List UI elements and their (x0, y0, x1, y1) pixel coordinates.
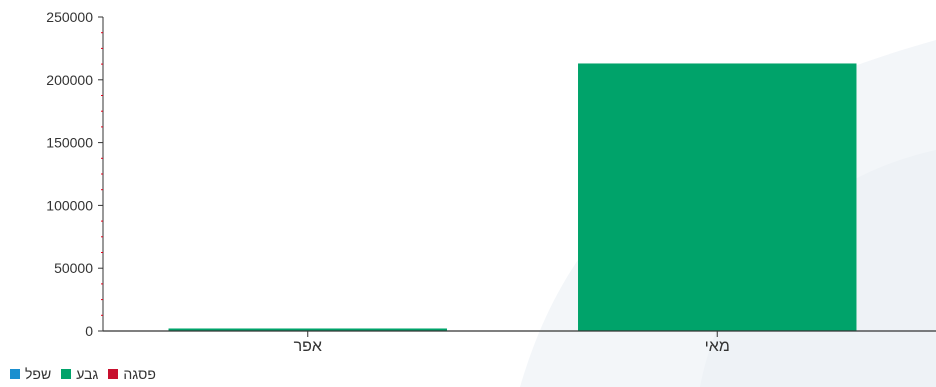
legend-label: גבע (76, 366, 99, 382)
bar-1[interactable] (168, 328, 447, 331)
y-tick-label: 250000 (46, 9, 93, 25)
legend-swatch (108, 369, 119, 379)
x-axis: אפר מאי (103, 330, 936, 355)
legend-item[interactable]: פסגה (108, 366, 156, 382)
legend-label: שפל (25, 366, 52, 382)
legend-label: פסגה (123, 366, 156, 382)
legend: שפל גבע פסגה (10, 364, 156, 384)
y-axis: 0 50000 100000 150000 200000 250000 (46, 9, 104, 339)
legend-item[interactable]: גבע (61, 366, 98, 382)
y-tick-label: 100000 (46, 197, 93, 213)
y-tick-label: 0 (85, 323, 93, 339)
y-tick-label: 150000 (46, 135, 93, 151)
x-category-label: אפר (294, 338, 322, 355)
y-tick-label: 200000 (46, 72, 93, 88)
x-category-label: מאי (705, 338, 730, 355)
legend-swatch (61, 369, 72, 379)
y-tick-label: 50000 (54, 260, 93, 276)
legend-item[interactable]: שפל (10, 366, 51, 382)
bar-2[interactable] (578, 63, 857, 332)
legend-swatch (10, 369, 20, 379)
bars (168, 63, 857, 332)
